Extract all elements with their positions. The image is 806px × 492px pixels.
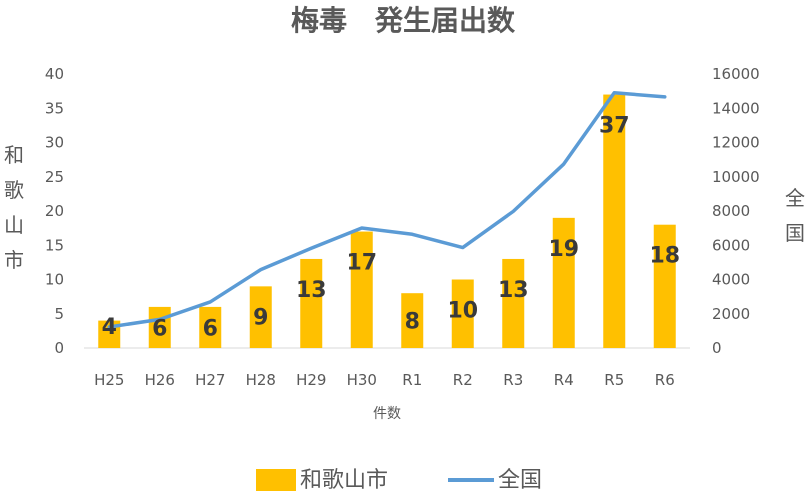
legend: 和歌山市 全国 [256,468,542,492]
left-axis-title-char: 和 [4,143,24,167]
x-tick-label-H30: H30 [347,371,377,389]
legend-label-bar: 和歌山市 [300,468,388,492]
bar-R6 [653,224,676,348]
legend-swatch-bar [256,469,296,491]
right-tick-label-7: 14000 [712,99,760,117]
chart-title: 梅毒 発生届出数 [291,4,516,37]
left-tick-label-4: 20 [45,202,64,220]
left-axis-title-char: 山 [4,213,24,237]
right-tick-label-5: 10000 [712,168,760,186]
legend-label-line: 全国 [498,468,542,492]
data-label-H27: 6 [203,316,218,341]
bar-series [98,94,676,348]
x-tick-label-R4: R4 [554,371,574,389]
data-label-R5: 37 [599,114,630,139]
right-tick-label-6: 12000 [712,134,760,152]
data-label-H29: 13 [296,278,327,303]
x-tick-label-H25: H25 [94,371,124,389]
data-labels: 4 6 6 9 13 17 8 10 13 19 37 18 [102,114,680,342]
left-axis-title-char: 歌 [4,178,24,202]
x-tick-label-R5: R5 [604,371,624,389]
x-axis-title: 件数 [373,406,401,422]
left-tick-label-0: 0 [54,339,64,357]
right-tick-label-8: 16000 [712,65,760,83]
data-label-H30: 17 [346,251,377,276]
right-tick-label-0: 0 [712,339,722,357]
x-axis-ticks: H25 H26 H27 H28 H29 H30 R1 R2 R3 R4 R5 R6 [94,371,675,389]
bar-H28 [249,286,272,348]
bar-H29 [300,258,323,348]
left-tick-label-8: 40 [45,65,64,83]
bar-R3 [502,258,525,348]
left-tick-label-3: 15 [45,236,64,254]
left-tick-label-6: 30 [45,134,64,152]
data-label-R1: 8 [405,310,420,335]
line-series [107,90,667,329]
line-zenkoku [107,90,667,329]
x-tick-label-H26: H26 [145,371,175,389]
bar-R1 [401,293,424,348]
bar-H27 [199,306,222,348]
left-tick-label-1: 5 [54,305,64,323]
left-tick-label-7: 35 [45,99,64,117]
data-label-H28: 9 [253,305,268,330]
data-label-R4: 19 [548,237,579,262]
data-label-H26: 6 [152,316,167,341]
right-axis-title-char: 全 [785,186,805,210]
right-axis-ticks: 0 2000 4000 6000 8000 10000 12000 14000 16000 [712,65,760,357]
bar-R5 [603,94,626,348]
bar-H30 [350,231,373,348]
x-tick-label-H29: H29 [296,371,326,389]
x-tick-label-H28: H28 [246,371,276,389]
bar-R4 [552,217,575,348]
data-label-R3: 13 [498,278,529,303]
right-axis-title: 全国 [785,186,805,245]
data-label-H25: 4 [102,315,117,340]
x-tick-label-R1: R1 [402,371,422,389]
x-tick-label-R6: R6 [655,371,675,389]
left-tick-label-2: 10 [45,271,64,289]
right-tick-label-1: 2000 [712,305,750,323]
x-tick-label-R2: R2 [453,371,473,389]
right-tick-label-3: 6000 [712,236,750,254]
right-axis-title-char: 国 [785,221,805,245]
right-tick-label-4: 8000 [712,202,750,220]
right-tick-label-2: 4000 [712,271,750,289]
bar-R2 [451,279,474,348]
data-label-R2: 10 [447,299,478,324]
left-tick-label-5: 25 [45,168,64,186]
left-axis-ticks: 0 5 10 15 20 25 30 35 40 [45,65,64,357]
left-axis-title-char: 市 [4,248,24,272]
x-tick-label-H27: H27 [195,371,225,389]
left-axis-title: 和歌山市 [4,143,24,272]
x-tick-label-R3: R3 [503,371,523,389]
data-label-R6: 18 [649,244,680,269]
